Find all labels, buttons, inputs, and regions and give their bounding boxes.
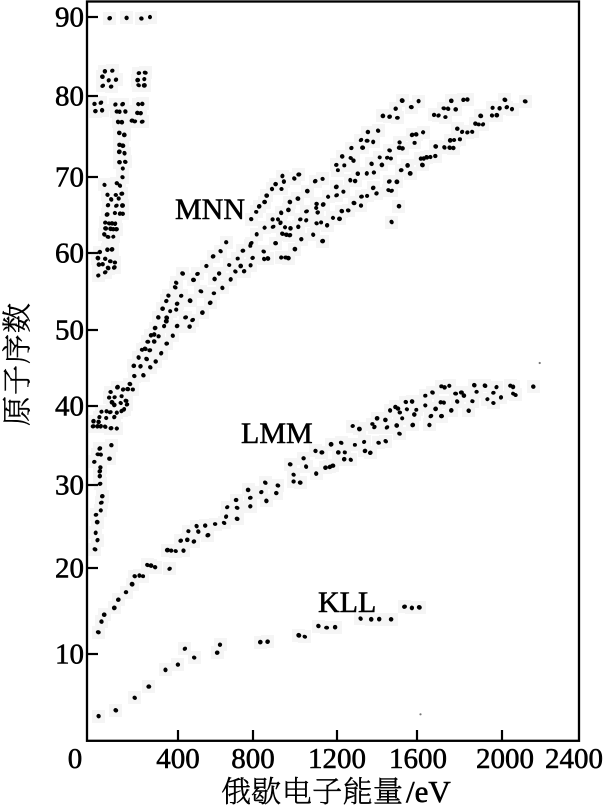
svg-text:400: 400 [156,743,200,775]
svg-text:800: 800 [231,743,275,775]
svg-text:LMM: LMM [241,417,313,450]
svg-text:2400: 2400 [545,743,603,775]
svg-text:0: 0 [68,743,83,775]
svg-text:KLL: KLL [318,586,376,619]
svg-text:40: 40 [55,391,84,423]
svg-text:90: 90 [55,2,84,34]
svg-text:MNN: MNN [175,193,245,226]
svg-text:2000: 2000 [476,743,534,775]
svg-text:70: 70 [55,162,84,194]
svg-text:80: 80 [55,81,84,113]
svg-text:1600: 1600 [389,743,447,775]
svg-text:50: 50 [55,315,84,347]
svg-text:1200: 1200 [308,743,366,775]
svg-text:60: 60 [55,238,84,270]
svg-text:20: 20 [55,553,84,585]
svg-text:/eV: /eV [406,774,451,809]
svg-text:10: 10 [55,639,84,671]
svg-text:30: 30 [55,470,84,502]
